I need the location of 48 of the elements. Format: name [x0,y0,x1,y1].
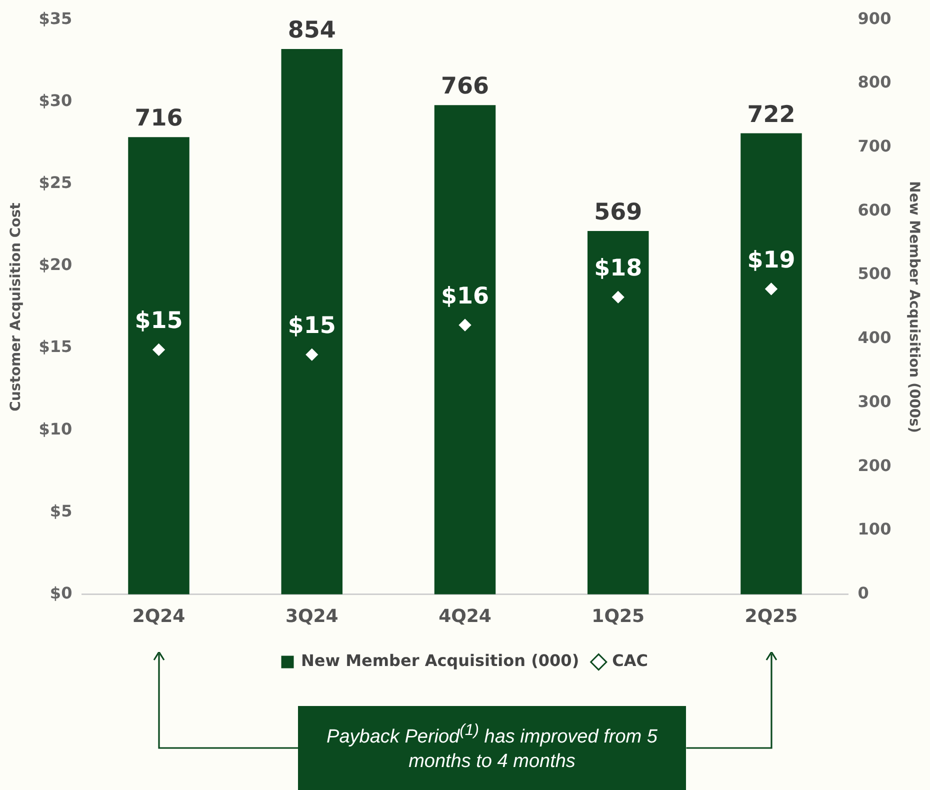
data-label: 569 [594,199,642,226]
x-tick-label: 4Q24 [438,606,492,627]
data-label: 716 [134,106,183,132]
y2-tick-label: 700 [858,136,892,156]
y2-axis-title: New Member Acquisition (000s) [906,181,922,433]
point [458,318,472,333]
data-label: $18 [594,256,642,282]
y2-tick-label: 200 [858,456,892,475]
bar [740,133,802,594]
bar [128,137,190,594]
data-label: $19 [747,247,796,274]
data-label: $16 [440,284,490,310]
data-label: $15 [134,308,183,334]
x-tick-label: 2Q24 [132,606,186,627]
y-tick-label: $15 [38,337,72,356]
data-label: 854 [288,17,336,44]
y2-tick-label: 900 [858,8,892,28]
y2-tick-label: 600 [858,200,892,220]
point [151,342,166,358]
y-tick-label: $20 [38,255,72,274]
y2-tick-label: 0 [858,584,869,603]
data-label: 766 [440,74,490,100]
point [610,290,626,305]
point [304,347,320,362]
text: Payback Period$^{(1)}$ has improved from 5 months to 4 months [326,721,658,774]
y-tick-label: $10 [38,419,72,438]
y2-tick-label: 800 [858,72,892,92]
y-tick-label: $5 [50,501,72,520]
x-tick-label: 2Q25 [744,606,798,627]
y2-tick-label: 100 [858,520,892,539]
y2-tick-label: 300 [858,392,892,411]
y-tick-label: $25 [38,172,72,192]
point [764,281,779,296]
legend-label: CAC [612,651,648,670]
data-label: $15 [288,313,336,340]
bar [434,105,496,594]
y2-tick-label: 400 [858,328,892,348]
y-tick-label: $30 [38,90,72,110]
bar [281,48,343,594]
bar [587,231,649,594]
y-tick-label: $0 [50,584,72,603]
legend-label: New Member Acquisition (000) [301,651,580,670]
y-axis-title: Customer Acquisition Cost [8,202,24,412]
y-tick-label: $35 [38,8,72,28]
x-tick-label: 1Q25 [592,606,645,627]
data-label: 722 [747,102,796,128]
y2-tick-label: 500 [858,264,892,284]
x-tick-label: 3Q24 [285,606,338,627]
